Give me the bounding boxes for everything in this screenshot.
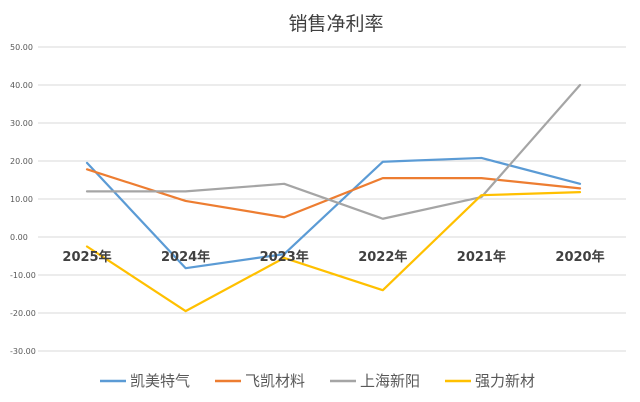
- x-category-label: 2022年: [358, 249, 407, 265]
- legend-label: 凯美特气: [130, 372, 190, 390]
- x-category-label: 2025年: [62, 249, 111, 265]
- y-tick-label: -20.00: [10, 309, 36, 318]
- series-line-上海新阳: [85, 83, 582, 220]
- legend-item: 上海新阳: [330, 372, 420, 390]
- x-category-label: 2021年: [457, 249, 506, 265]
- y-tick-label: -30.00: [10, 347, 36, 356]
- y-tick-label: 40.00: [10, 81, 33, 90]
- y-tick-label: 0.00: [10, 233, 28, 242]
- legend-label: 强力新材: [475, 372, 535, 390]
- series-line-飞凯材料: [85, 168, 582, 219]
- y-tick-label: 50.00: [10, 43, 33, 52]
- legend-item: 凯美特气: [100, 372, 190, 390]
- legend-label: 上海新阳: [360, 372, 420, 390]
- y-tick-label: -10.00: [10, 271, 36, 280]
- series-line-强力新材: [85, 191, 582, 313]
- x-category-label: 2023年: [260, 249, 309, 265]
- x-category-label: 2020年: [555, 249, 604, 265]
- legend-item: 飞凯材料: [215, 372, 305, 390]
- x-category-label: 2024年: [161, 249, 210, 265]
- series-line-凯美特气: [85, 156, 582, 270]
- legend-item: 强力新材: [445, 372, 535, 390]
- legend-label: 飞凯材料: [245, 372, 305, 390]
- y-tick-label: 30.00: [10, 119, 33, 128]
- y-tick-label: 10.00: [10, 195, 33, 204]
- y-tick-label: 20.00: [10, 157, 33, 166]
- chart-title: 销售净利率: [288, 13, 383, 35]
